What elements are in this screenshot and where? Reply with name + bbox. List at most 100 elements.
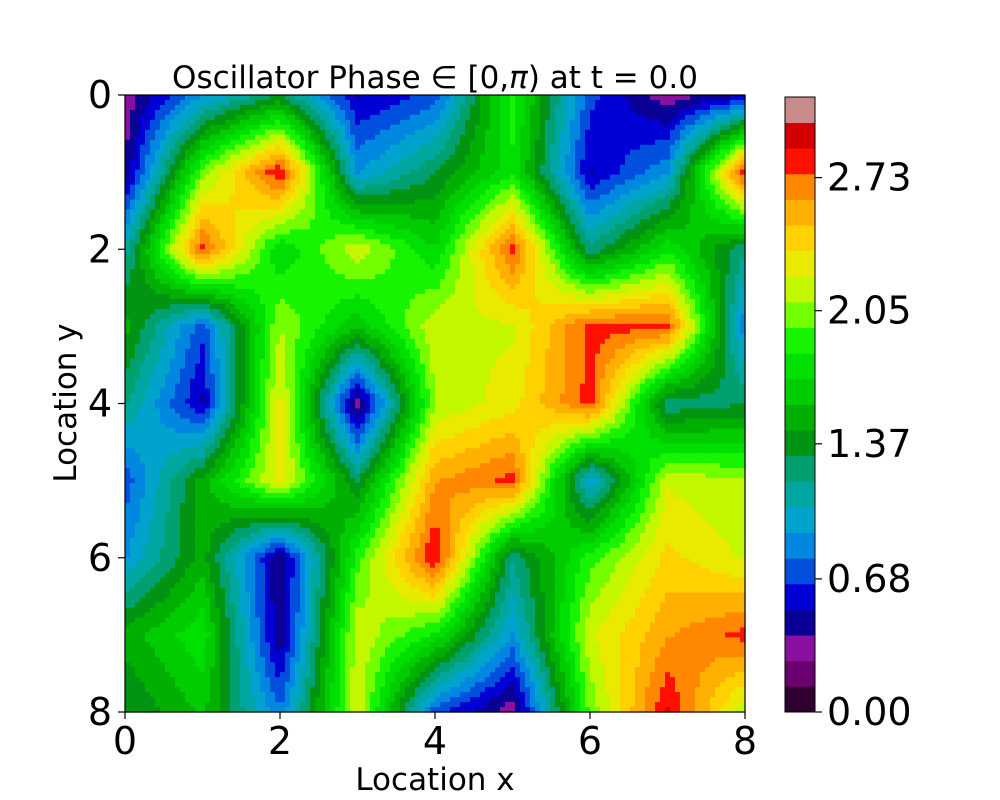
contour-cell (395, 95, 401, 101)
contour-cell (135, 289, 141, 295)
contour-cell (550, 129, 556, 136)
contour-cell (270, 199, 276, 206)
contour-cell (725, 174, 731, 181)
contour-cell (550, 124, 556, 131)
contour-cell (155, 204, 161, 211)
contour-cell (250, 289, 256, 295)
contour-cell (665, 239, 671, 245)
contour-cell (280, 139, 286, 146)
contour-cell (350, 179, 356, 186)
contour-cell (605, 99, 611, 106)
contour-cell (545, 244, 551, 250)
contour-cell (125, 149, 131, 156)
contour-cell (340, 109, 346, 116)
contour-cell (380, 249, 386, 255)
contour-cell (450, 239, 456, 245)
contour-cell (405, 184, 411, 191)
contour-cell (420, 249, 426, 255)
contour-cell (385, 179, 391, 186)
contour-cell (395, 159, 401, 166)
contour-cell (540, 139, 546, 146)
contour-cell (375, 179, 381, 186)
contour-cell (395, 264, 401, 270)
contour-cell (155, 124, 161, 131)
contour-cell (700, 199, 706, 206)
contour-cell (625, 199, 631, 206)
contour-cell (735, 129, 741, 136)
contour-cell (630, 144, 636, 151)
contour-cell (545, 124, 551, 131)
contour-cell (215, 109, 221, 116)
contour-cell (305, 169, 311, 176)
contour-cell (460, 274, 466, 280)
contour-cell (295, 249, 301, 255)
contour-cell (280, 129, 286, 136)
contour-cell (410, 144, 416, 151)
contour-cell (410, 274, 416, 280)
contour-cell (580, 134, 586, 141)
contour-cell (205, 264, 211, 270)
contour-cell (630, 239, 636, 245)
contour-cell (675, 224, 681, 230)
contour-cell (590, 99, 596, 106)
contour-cell (255, 169, 261, 176)
contour-cell (215, 179, 221, 186)
contour-cell (135, 114, 141, 121)
contour-cell (620, 109, 626, 116)
contour-cell (215, 269, 221, 275)
contour-cell (370, 234, 376, 240)
contour-cell (455, 189, 461, 196)
contour-cell (520, 149, 526, 156)
contour-cell (525, 164, 531, 171)
contour-cell (560, 114, 566, 121)
contour-cell (480, 209, 486, 216)
contour-cell (285, 279, 291, 285)
contour-cell (505, 234, 511, 240)
contour-cell (195, 254, 201, 260)
contour-cell (260, 99, 266, 106)
contour-cell (665, 124, 671, 131)
contour-cell (145, 134, 151, 141)
contour-cell (725, 124, 731, 131)
contour-cell (455, 284, 461, 290)
contour-cell (605, 104, 611, 111)
contour-cell (275, 204, 281, 211)
contour-cell (545, 139, 551, 146)
contour-cell (140, 279, 146, 285)
contour-cell (440, 279, 446, 285)
contour-cell (640, 164, 646, 171)
contour-cell (720, 104, 726, 111)
contour-cell (495, 254, 501, 260)
contour-cell (175, 269, 181, 275)
contour-cell (175, 104, 181, 111)
contour-cell (245, 244, 251, 250)
contour-cell (205, 204, 211, 211)
contour-cell (275, 269, 281, 275)
contour-cell (215, 124, 221, 131)
contour-cell (205, 269, 211, 275)
contour-cell (420, 264, 426, 270)
contour-cell (470, 159, 476, 166)
contour-cell (585, 249, 591, 255)
contour-cell (385, 164, 391, 171)
contour-cell (720, 179, 726, 186)
contour-cell (585, 114, 591, 121)
contour-cell (390, 264, 396, 270)
contour-cell (185, 279, 191, 285)
contour-cell (505, 154, 511, 161)
contour-cell (645, 104, 651, 111)
contour-cell (235, 164, 241, 171)
contour-cell (600, 119, 606, 126)
contour-cell (270, 159, 276, 166)
contour-cell (330, 184, 336, 191)
contour-cell (210, 124, 216, 131)
contour-cell (450, 229, 456, 235)
contour-cell (440, 219, 446, 225)
contour-cell (465, 174, 471, 181)
contour-cell (535, 144, 541, 151)
contour-cell (590, 124, 596, 131)
contour-cell (420, 204, 426, 211)
contour-cell (600, 209, 606, 216)
contour-cell (410, 284, 416, 290)
contour-cell (640, 149, 646, 156)
